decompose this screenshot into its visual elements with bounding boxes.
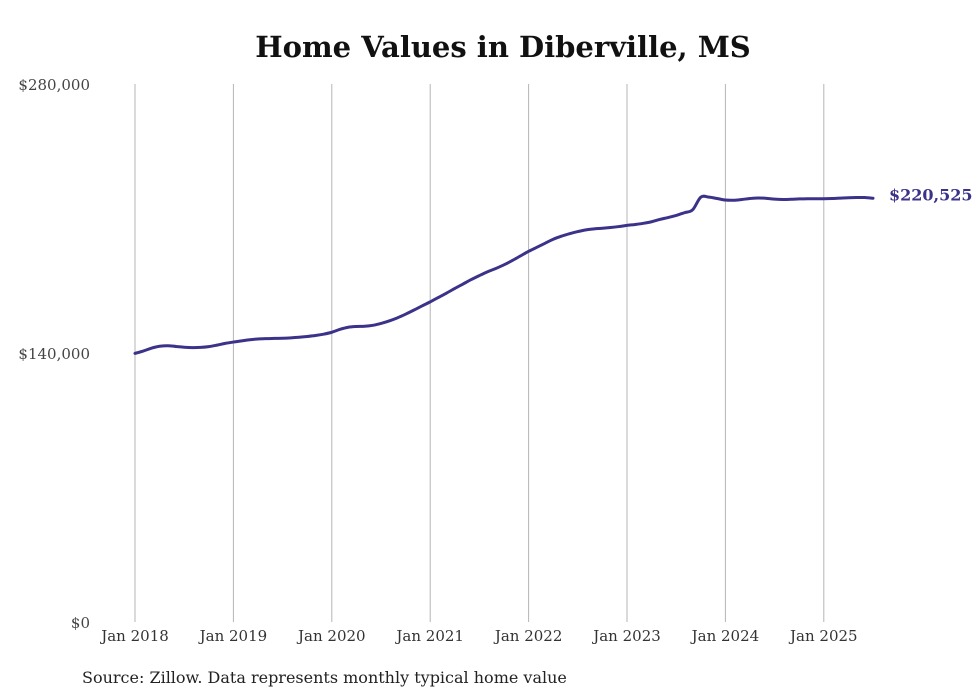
x-tick-label-7: Jan 2025 bbox=[788, 627, 858, 645]
series-line bbox=[133, 194, 875, 355]
source-note: Source: Zillow. Data represents monthly … bbox=[82, 668, 567, 687]
x-tick-label-5: Jan 2023 bbox=[591, 627, 661, 645]
x-tick-label-3: Jan 2021 bbox=[394, 627, 464, 645]
x-tick-label-6: Jan 2024 bbox=[690, 627, 760, 645]
y-tick-label-0: $0 bbox=[71, 614, 90, 632]
series-group bbox=[133, 194, 875, 355]
end-label-group: $220,525 bbox=[889, 185, 973, 204]
y-tick-label-2: $280,000 bbox=[18, 76, 90, 94]
x-tick-label-4: Jan 2022 bbox=[493, 627, 563, 645]
x-axis-ticks: Jan 2018 Jan 2019 Jan 2020 Jan 2021 Jan 2022… bbox=[99, 627, 857, 645]
x-tick-label-1: Jan 2019 bbox=[198, 627, 268, 645]
chart-title: Home Values in Diberville, MS bbox=[255, 30, 751, 64]
y-tick-label-1: $140,000 bbox=[18, 345, 90, 363]
x-tick-label-2: Jan 2020 bbox=[296, 627, 366, 645]
x-tick-label-0: Jan 2018 bbox=[99, 627, 169, 645]
y-axis-ticks: $0 $140,000 $280,000 bbox=[18, 76, 90, 632]
grid-lines bbox=[134, 84, 825, 622]
end-value-label: $220,525 bbox=[889, 185, 973, 204]
